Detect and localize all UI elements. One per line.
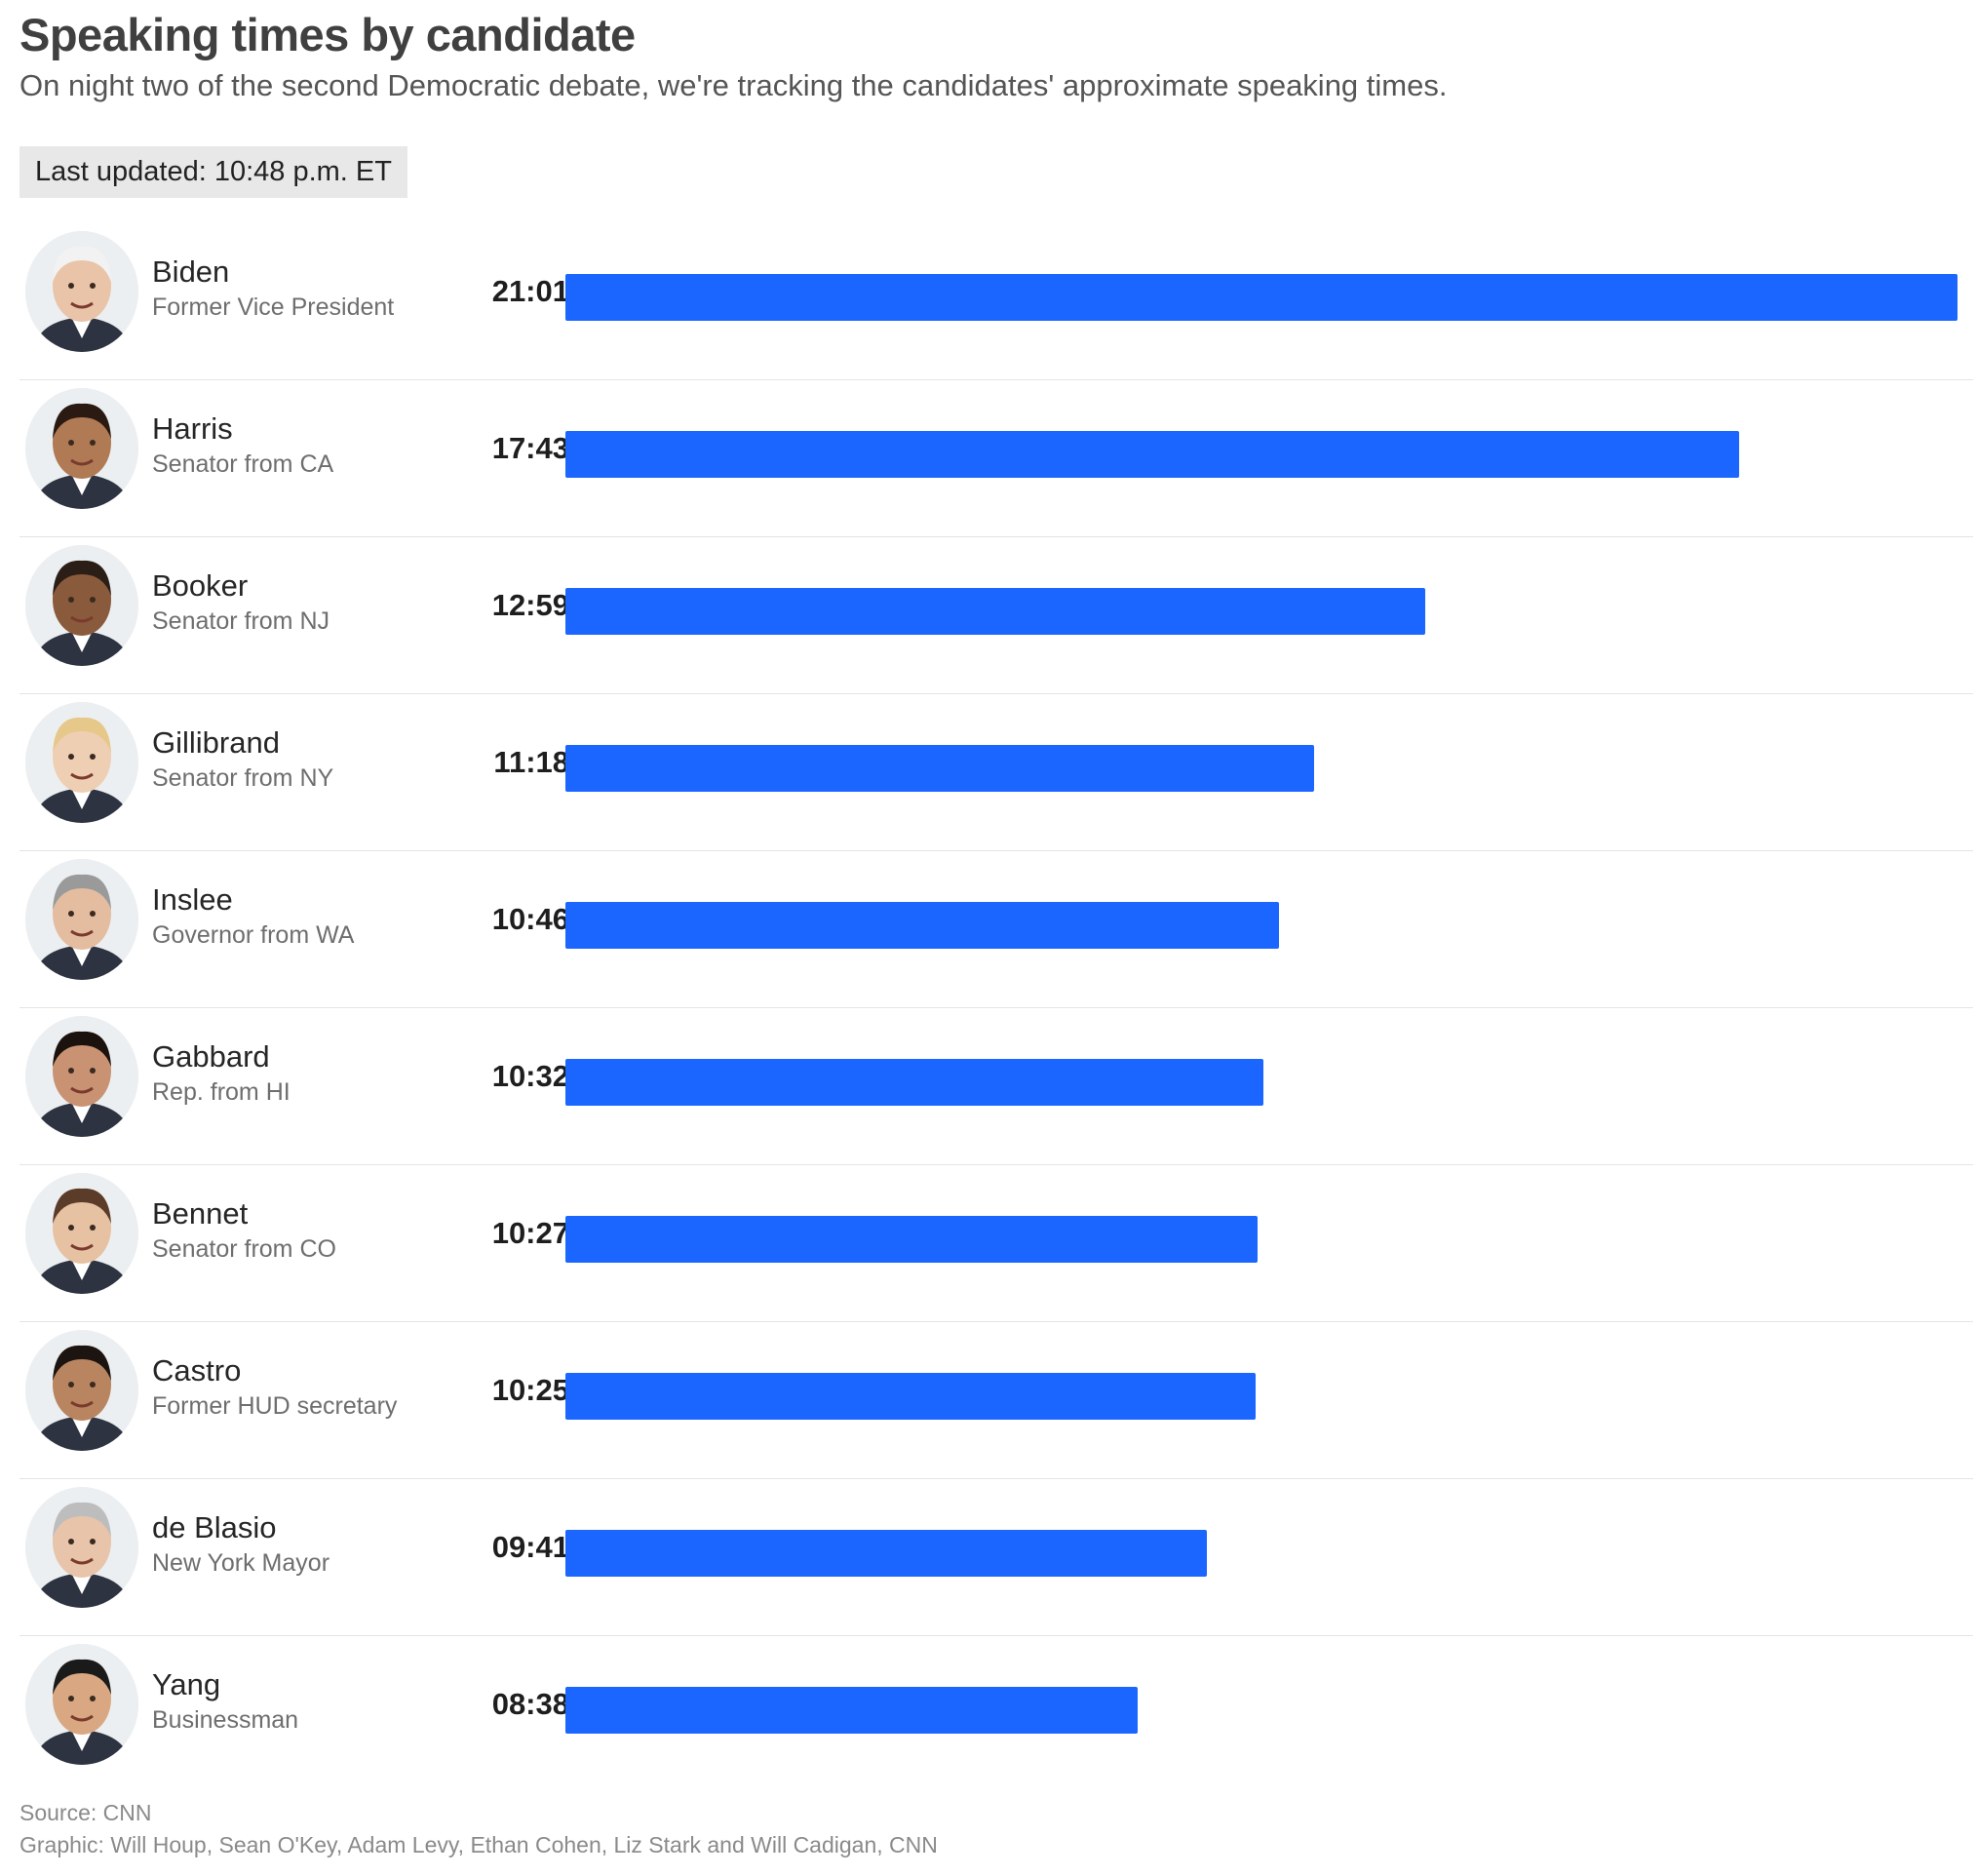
candidate-name: Biden: [152, 254, 230, 289]
speaking-time-bar: [565, 902, 1279, 949]
candidate-name: Inslee: [152, 882, 233, 917]
candidate-row: Gillibrand Senator from NY 11:18: [19, 694, 1973, 851]
speaking-time-label: 09:41: [491, 1530, 569, 1564]
candidate-name: Booker: [152, 568, 249, 603]
chart-title: Speaking times by candidate: [19, 9, 636, 60]
candidate-row: Inslee Governor from WA 10:46: [19, 851, 1973, 1008]
bar-track: [565, 902, 1958, 949]
candidate-role: Senator from NJ: [152, 607, 330, 635]
speaking-time-bar: [565, 588, 1426, 635]
bar-track: [565, 1216, 1958, 1263]
candidate-name: de Blasio: [152, 1510, 277, 1544]
candidate-photo: [25, 702, 138, 823]
candidate-rows: Biden Former Vice President 21:01 Harris Sen…: [19, 223, 1973, 1792]
candidate-role: Former Vice President: [152, 293, 395, 321]
speaking-time-label: 17:43: [491, 431, 569, 465]
candidate-role: New York Mayor: [152, 1549, 330, 1577]
candidate-row: Harris Senator from CA 17:43: [19, 380, 1973, 537]
candidate-photo: [25, 1016, 138, 1137]
speaking-time-label: 10:46: [491, 902, 569, 936]
candidate-row: Castro Former HUD secretary 10:25: [19, 1322, 1973, 1479]
speaking-time-label: 21:01: [491, 274, 569, 308]
speaking-time-label: 12:59: [491, 588, 569, 622]
candidate-name: Gillibrand: [152, 725, 280, 760]
speaking-time-label: 10:32: [491, 1059, 569, 1093]
speaking-time-label: 11:18: [493, 745, 569, 779]
candidate-role: Businessman: [152, 1706, 299, 1734]
candidate-row: Bennet Senator from CO 10:27: [19, 1165, 1973, 1322]
candidate-role: Rep. from HI: [152, 1078, 291, 1106]
source-note: Source: CNN: [19, 1800, 152, 1825]
bar-track: [565, 1687, 1958, 1734]
candidate-name: Bennet: [152, 1196, 249, 1231]
candidate-photo: [25, 1173, 138, 1294]
candidate-row: Biden Former Vice President 21:01: [19, 223, 1973, 380]
speaking-time-bar: [565, 274, 1958, 321]
bar-track: [565, 274, 1958, 321]
bar-track: [565, 1059, 1958, 1106]
candidate-name: Gabbard: [152, 1039, 270, 1074]
candidate-photo: [25, 231, 138, 352]
speaking-time-bar: [565, 745, 1314, 792]
candidate-photo: [25, 388, 138, 509]
candidate-name: Castro: [152, 1353, 242, 1387]
candidate-photo: [25, 545, 138, 666]
candidate-row: Booker Senator from NJ 12:59: [19, 537, 1973, 694]
candidate-row: Gabbard Rep. from HI 10:32: [19, 1008, 1973, 1165]
candidate-role: Senator from NY: [152, 764, 334, 792]
candidate-photo: [25, 1487, 138, 1608]
speaking-time-label: 10:27: [491, 1216, 569, 1250]
bar-track: [565, 1530, 1958, 1577]
graphic-credit: Graphic: Will Houp, Sean O'Key, Adam Lev…: [19, 1832, 938, 1857]
speaking-time-bar: [565, 1373, 1256, 1420]
candidate-photo: [25, 859, 138, 980]
speaking-time-bar: [565, 1687, 1138, 1734]
candidate-photo: [25, 1330, 138, 1451]
bar-track: [565, 1373, 1958, 1420]
bar-track: [565, 588, 1958, 635]
candidate-row: Yang Businessman 08:38: [19, 1636, 1973, 1792]
candidate-row: de Blasio New York Mayor 09:41: [19, 1479, 1973, 1636]
candidate-role: Governor from WA: [152, 921, 355, 949]
bar-track: [565, 745, 1958, 792]
speaking-time-bar: [565, 431, 1739, 478]
candidate-role: Former HUD secretary: [152, 1392, 398, 1420]
candidate-photo: [25, 1644, 138, 1765]
last-updated-badge: Last updated: 10:48 p.m. ET: [19, 146, 407, 198]
speaking-time-bar: [565, 1530, 1207, 1577]
candidate-role: Senator from CA: [152, 450, 334, 478]
candidate-name: Yang: [152, 1667, 221, 1701]
speaking-time-bar: [565, 1059, 1263, 1106]
speaking-time-label: 08:38: [491, 1687, 569, 1721]
speaking-time-bar: [565, 1216, 1259, 1263]
chart-subtitle: On night two of the second Democratic de…: [19, 68, 1448, 102]
speaking-time-label: 10:25: [491, 1373, 569, 1407]
candidate-name: Harris: [152, 411, 233, 446]
bar-track: [565, 431, 1958, 478]
candidate-role: Senator from CO: [152, 1235, 336, 1263]
